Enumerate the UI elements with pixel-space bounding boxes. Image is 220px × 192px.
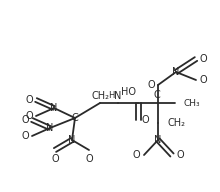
Text: O: O bbox=[85, 154, 93, 164]
Text: O: O bbox=[176, 150, 184, 160]
Text: N: N bbox=[68, 135, 76, 145]
Text: O: O bbox=[25, 111, 33, 121]
Text: C: C bbox=[154, 90, 160, 100]
Text: O: O bbox=[21, 131, 29, 141]
Text: CH₂: CH₂ bbox=[91, 91, 109, 101]
Text: O: O bbox=[21, 115, 29, 125]
Text: O: O bbox=[199, 54, 207, 64]
Text: O: O bbox=[51, 154, 59, 164]
Text: O: O bbox=[199, 75, 207, 85]
Text: N: N bbox=[50, 103, 58, 113]
Text: H: H bbox=[108, 92, 114, 100]
Text: N: N bbox=[154, 135, 162, 145]
Text: C: C bbox=[72, 113, 78, 123]
Text: N: N bbox=[172, 67, 180, 77]
Text: CH₃: CH₃ bbox=[183, 98, 200, 108]
Text: O: O bbox=[132, 150, 140, 160]
Text: O: O bbox=[147, 80, 155, 90]
Text: O: O bbox=[25, 95, 33, 105]
Text: N: N bbox=[46, 123, 54, 133]
Text: HO: HO bbox=[121, 87, 136, 97]
Text: O: O bbox=[141, 115, 149, 125]
Text: N: N bbox=[114, 91, 122, 101]
Text: CH₂: CH₂ bbox=[168, 118, 186, 128]
